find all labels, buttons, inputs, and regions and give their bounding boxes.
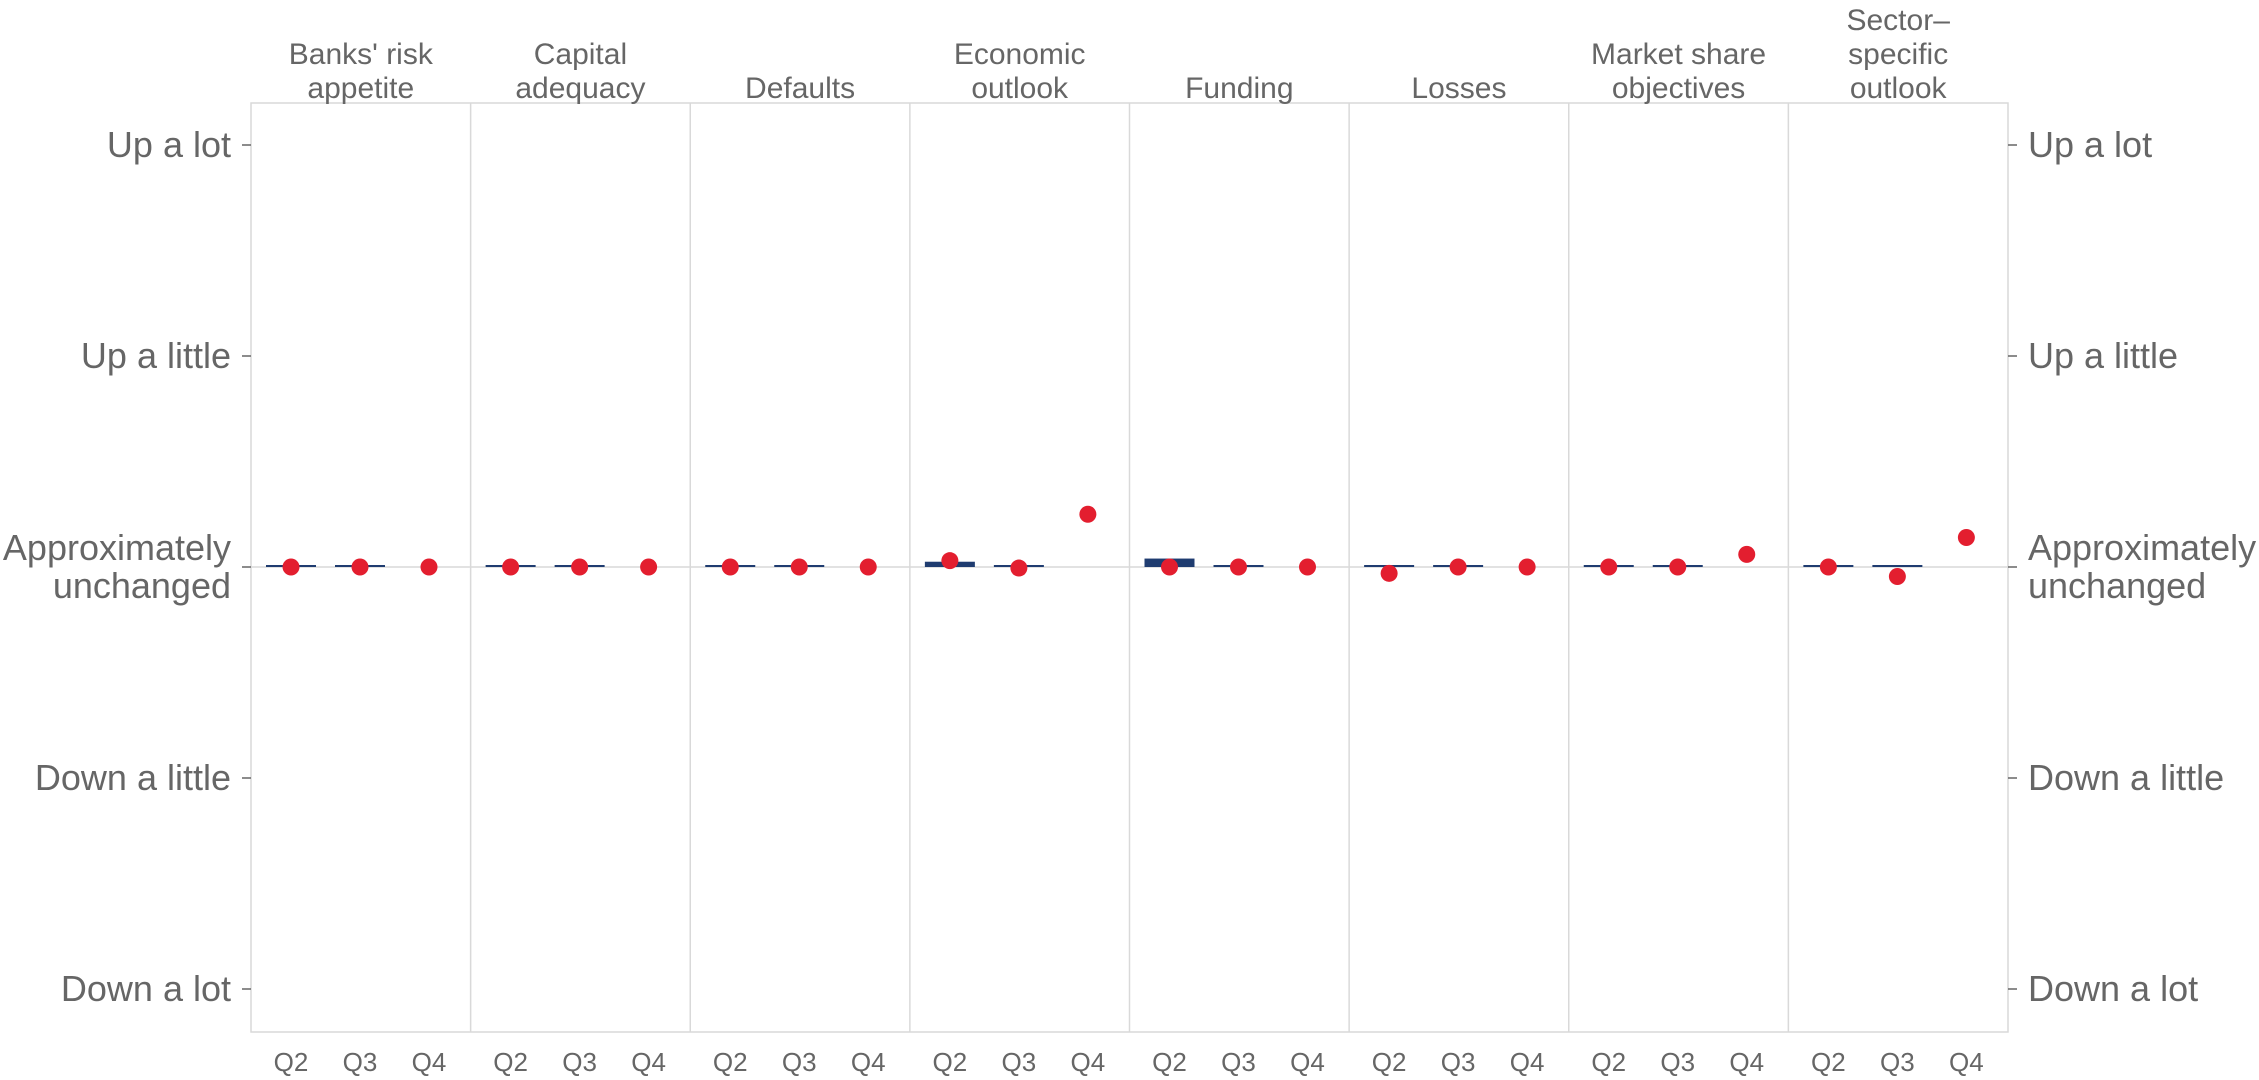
panel-title-1: Capital adequacy bbox=[515, 38, 645, 105]
y-tick-label-left-3: Down a little bbox=[35, 757, 231, 798]
x-tick-5-Q2: Q2 bbox=[1372, 1047, 1407, 1077]
y-tick-label-left-1: Up a little bbox=[81, 335, 231, 376]
y-tick-label-left-0: Up a lot bbox=[107, 124, 231, 165]
bar-7-Q3 bbox=[1872, 565, 1923, 567]
y-tick-label-right-1: Up a little bbox=[2028, 335, 2178, 376]
dot-7-Q4 bbox=[1957, 528, 1975, 546]
y-tick-label-right-4: Down a lot bbox=[2028, 968, 2198, 1009]
x-tick-2-Q4: Q4 bbox=[851, 1047, 886, 1077]
dot-6-Q3 bbox=[1669, 558, 1687, 576]
y-tick-label-right-3: Down a little bbox=[2028, 757, 2224, 798]
dot-1-Q3 bbox=[571, 558, 589, 576]
dot-6-Q2 bbox=[1600, 558, 1618, 576]
x-tick-3-Q4: Q4 bbox=[1071, 1047, 1106, 1077]
x-tick-6-Q2: Q2 bbox=[1591, 1047, 1626, 1077]
dot-4-Q4 bbox=[1299, 558, 1316, 576]
y-tick-label-right-0: Up a lot bbox=[2028, 124, 2152, 165]
x-tick-2-Q3: Q3 bbox=[782, 1047, 817, 1077]
x-tick-1-Q2: Q2 bbox=[493, 1047, 528, 1077]
x-tick-0-Q4: Q4 bbox=[412, 1047, 447, 1077]
dot-3-Q3 bbox=[1010, 559, 1028, 577]
x-tick-4-Q3: Q3 bbox=[1221, 1047, 1256, 1077]
panel-title-0: Banks' risk appetite bbox=[289, 38, 434, 105]
dot-0-Q3 bbox=[351, 558, 369, 576]
dot-2-Q3 bbox=[790, 558, 808, 576]
y-tick-label-right-2: Approximately unchanged bbox=[2028, 527, 2256, 606]
x-tick-0-Q3: Q3 bbox=[343, 1047, 378, 1077]
x-tick-3-Q2: Q2 bbox=[933, 1047, 968, 1077]
dot-5-Q2 bbox=[1380, 564, 1398, 582]
dot-1-Q4 bbox=[640, 558, 658, 576]
dot-3-Q4 bbox=[1079, 505, 1097, 523]
dot-2-Q2 bbox=[721, 558, 739, 576]
dot-0-Q2 bbox=[282, 558, 300, 576]
panel-title-3: Economic outlook bbox=[954, 38, 1086, 105]
panel-title-5: Losses bbox=[1411, 72, 1506, 105]
x-tick-5-Q3: Q3 bbox=[1441, 1047, 1476, 1077]
y-tick-label-left-2: Approximately unchanged bbox=[3, 527, 231, 606]
x-tick-1-Q3: Q3 bbox=[562, 1047, 597, 1077]
x-tick-6-Q4: Q4 bbox=[1729, 1047, 1764, 1077]
dot-5-Q4 bbox=[1518, 558, 1536, 576]
x-tick-4-Q4: Q4 bbox=[1290, 1047, 1325, 1077]
panel-title-7: Sector– specific outlook bbox=[1846, 4, 1950, 105]
dot-7-Q2 bbox=[1819, 558, 1837, 576]
dot-1-Q2 bbox=[502, 558, 520, 576]
dot-5-Q3 bbox=[1449, 558, 1467, 576]
panel-title-6: Market share objectives bbox=[1591, 38, 1766, 105]
x-tick-5-Q4: Q4 bbox=[1510, 1047, 1545, 1077]
dot-3-Q2 bbox=[941, 552, 959, 570]
x-tick-7-Q4: Q4 bbox=[1949, 1047, 1984, 1077]
dot-2-Q4 bbox=[859, 558, 877, 576]
panel-title-2: Defaults bbox=[745, 72, 855, 105]
x-tick-4-Q2: Q2 bbox=[1152, 1047, 1187, 1077]
x-tick-6-Q3: Q3 bbox=[1660, 1047, 1695, 1077]
y-tick-label-left-4: Down a lot bbox=[61, 968, 231, 1009]
x-tick-2-Q2: Q2 bbox=[713, 1047, 748, 1077]
x-tick-1-Q4: Q4 bbox=[631, 1047, 666, 1077]
dot-4-Q3 bbox=[1230, 558, 1247, 576]
dot-6-Q4 bbox=[1738, 545, 1756, 563]
x-tick-7-Q3: Q3 bbox=[1880, 1047, 1915, 1077]
x-tick-0-Q2: Q2 bbox=[274, 1047, 309, 1077]
dot-4-Q2 bbox=[1161, 558, 1178, 576]
dot-0-Q4 bbox=[420, 558, 438, 576]
panel-title-4: Funding bbox=[1185, 72, 1293, 105]
x-tick-3-Q3: Q3 bbox=[1002, 1047, 1037, 1077]
dot-7-Q3 bbox=[1888, 567, 1906, 585]
x-tick-7-Q2: Q2 bbox=[1811, 1047, 1846, 1077]
